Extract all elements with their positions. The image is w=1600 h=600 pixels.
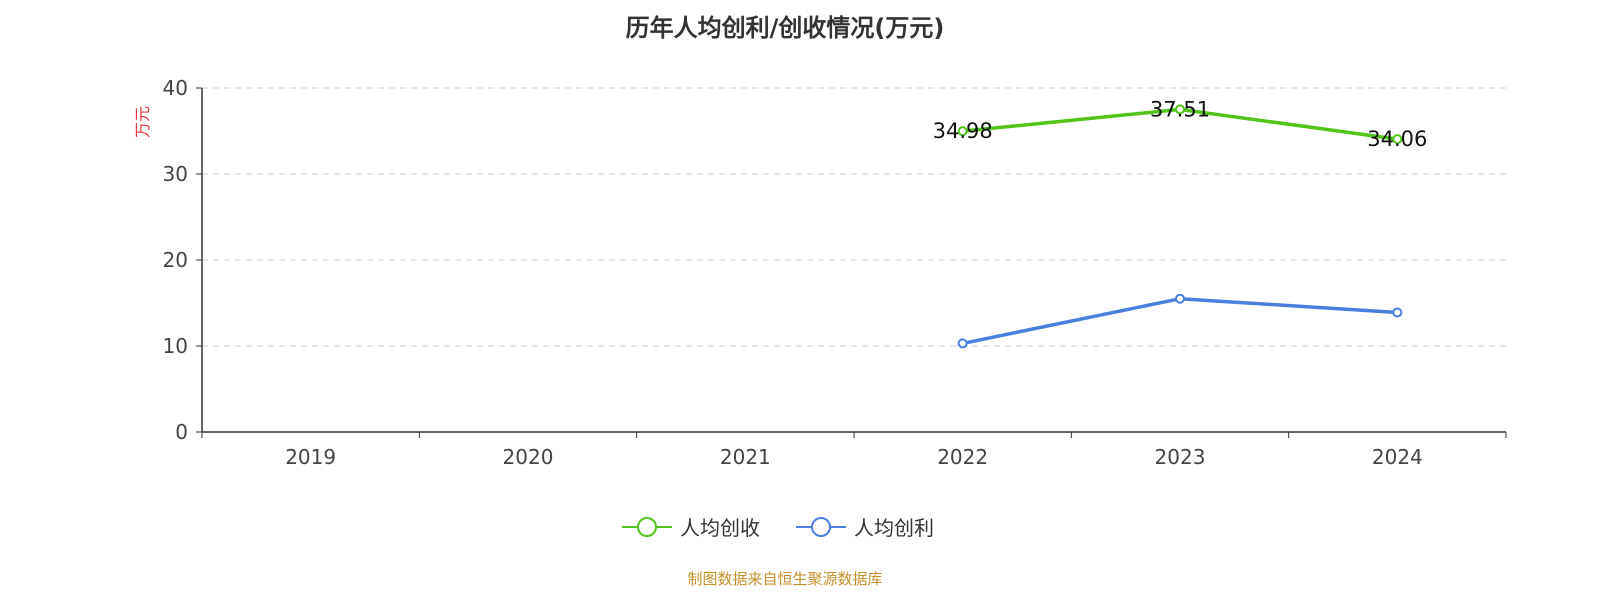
series-line — [962, 296, 1398, 346]
chart-title: 历年人均创利/创收情况(万元) — [625, 14, 945, 42]
data-point — [957, 338, 968, 349]
data-source-note: 制图数据来自恒生聚源数据库 — [687, 570, 883, 588]
data-point — [1175, 104, 1185, 115]
legend-line-circle-icon — [796, 516, 846, 537]
data-point — [1392, 134, 1403, 145]
y-tick-label: 30 — [163, 162, 188, 186]
x-tick-label: 2022 — [937, 445, 988, 469]
data-point — [957, 126, 968, 137]
data-label: 34.06 — [1367, 127, 1427, 151]
legend-line-circle-icon — [622, 516, 672, 537]
data-label: 37.51 — [1150, 97, 1210, 121]
y-tick-label: 20 — [163, 248, 188, 272]
y-tick-label: 10 — [163, 334, 188, 358]
data-label: 34.98 — [933, 119, 993, 143]
y-axis-label: 万元 — [133, 106, 152, 138]
data-point — [1175, 293, 1185, 304]
x-tick-label: 2020 — [503, 445, 554, 469]
x-tick-label: 2021 — [720, 445, 771, 469]
y-tick-label: 40 — [163, 76, 188, 100]
legend-label: 人均创收 — [680, 516, 760, 540]
x-tick-label: 2023 — [1155, 445, 1206, 469]
legend-item-revenue[interactable]: 人均创收 — [622, 512, 760, 541]
legend-label: 人均创利 — [854, 516, 934, 540]
legend-item-profit[interactable]: 人均创利 — [796, 512, 934, 541]
data-point — [1392, 307, 1403, 318]
x-tick-label: 2019 — [285, 445, 336, 469]
y-tick-label: 0 — [175, 420, 188, 444]
x-tick-label: 2024 — [1372, 445, 1423, 469]
